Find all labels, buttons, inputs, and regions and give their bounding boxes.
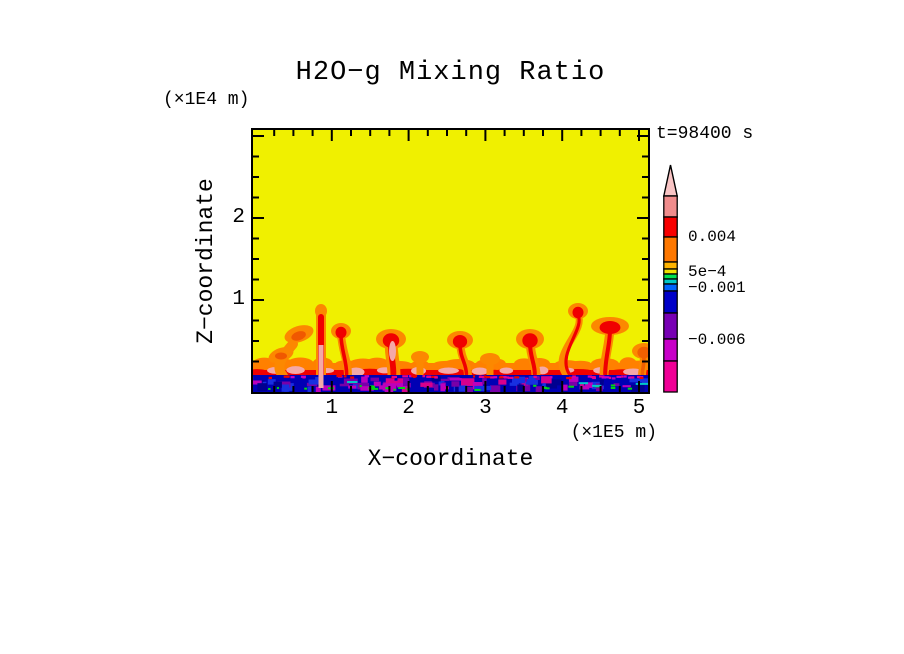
band-salmon-blob (286, 366, 305, 375)
contour-field-svg (253, 130, 648, 392)
colorbar-segment (663, 195, 678, 218)
spike-salmon-core (318, 345, 324, 386)
chart-title: H2O−g Mixing Ratio (295, 58, 606, 88)
colorbar-segment (663, 283, 678, 292)
axis-ticks (253, 130, 648, 392)
convective-plumes (268, 303, 648, 386)
colorbar-arrow (662, 164, 679, 197)
y-tick-label: 1 (232, 288, 245, 311)
x-axis-title: X−coordinate (367, 446, 534, 472)
colorbar-segment (663, 216, 678, 238)
x-tick-label: 4 (555, 397, 569, 420)
colorbar-label: 0.004 (688, 228, 737, 246)
colorbar-segment (663, 273, 678, 280)
colorbar-segment (663, 290, 678, 314)
spike-salmon-tail (318, 375, 324, 388)
y-axis-unit-label: (×1E4 m) (163, 90, 250, 110)
band-salmon-blob (499, 367, 514, 374)
colorbar-segment (663, 360, 678, 393)
colorbar-segment (663, 338, 678, 362)
colorbar-label: −0.006 (688, 331, 746, 349)
colorbar-segment (663, 261, 678, 270)
y-tick-label: 2 (232, 206, 245, 229)
x-tick-label: 5 (632, 397, 646, 420)
band-salmon-blob (623, 368, 643, 376)
time-annotation: t=98400 s (656, 124, 754, 144)
field-background (253, 130, 648, 392)
colorbar-segment (663, 278, 678, 285)
colorbar-label: −0.001 (688, 279, 746, 297)
colorbar-segment (663, 268, 678, 275)
colorbar-segment (663, 312, 678, 340)
colorbar-segment (663, 236, 678, 263)
band-salmon-blob (471, 367, 489, 375)
colorbar-label: 5e−4 (688, 263, 727, 281)
band-salmon-blob (438, 367, 459, 374)
x-tick-label: 1 (325, 397, 339, 420)
y-axis-title: Z−coordinate (193, 178, 219, 344)
x-tick-label: 2 (402, 397, 415, 420)
colorbar (662, 164, 679, 393)
x-tick-label: 3 (479, 397, 492, 420)
plot-area (251, 128, 650, 394)
x-axis-unit-label: (×1E5 m) (570, 423, 657, 443)
